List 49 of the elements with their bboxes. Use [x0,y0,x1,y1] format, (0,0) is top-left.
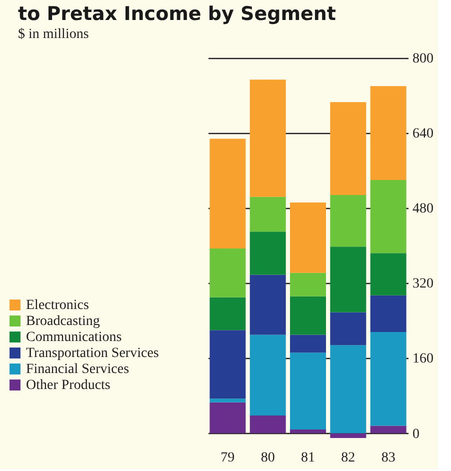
y-tick-label: 640 [412,126,434,142]
bar [290,296,326,335]
y-tick-label: 480 [412,202,434,217]
bar [290,334,326,353]
bar [370,86,406,180]
bar [210,398,246,402]
legend-label: Other Products [26,378,110,393]
bar [290,272,326,296]
bar [330,312,366,346]
bar [210,248,246,298]
bar [210,330,246,399]
bar [330,246,366,312]
bar [210,138,246,248]
bar [290,430,326,434]
y-tick-label: 320 [412,276,434,292]
bar [210,297,246,330]
bar [330,433,366,438]
bar [250,232,286,275]
x-tick-label: 82 [341,450,356,466]
bar [370,426,406,434]
bar [250,196,286,232]
bar [330,102,366,195]
chart-title: to Pretax Income by Segment [18,3,336,25]
x-tick-label: 80 [260,450,275,466]
bar [290,202,326,273]
bar [210,402,246,434]
bar [370,295,406,332]
bar [290,352,326,430]
y-tick-label: 800 [412,52,434,66]
legend-label: Broadcasting [26,314,100,329]
bar [370,332,406,426]
legend-label: Electronics [26,298,89,313]
text: $ in millions [18,27,89,42]
bar [250,80,286,197]
bar [250,274,286,335]
bar [370,253,406,296]
x-tick-label: 81 [301,450,315,466]
x-tick-label: 79 [220,450,235,466]
bar [250,415,286,434]
bar [370,180,406,254]
legend-label: Communications [26,330,122,345]
legend-label: Transportation Services [26,346,159,361]
y-tick-label: 160 [412,352,434,367]
bar [330,345,366,434]
bar [330,194,366,247]
y-tick-label: 0 [412,426,420,442]
bar [250,334,286,416]
legend-label: Financial Services [26,362,130,377]
x-tick-label: 83 [381,450,396,466]
